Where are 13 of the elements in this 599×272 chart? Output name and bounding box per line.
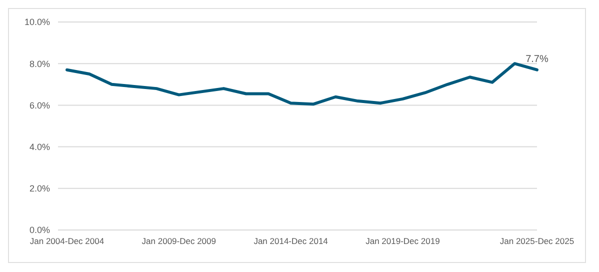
x-tick-label: Jan 2025-Dec 2025 (500, 236, 574, 246)
y-tick-label: 6.0% (29, 100, 50, 110)
y-tick-label: 0.0% (29, 225, 50, 236)
y-tick-label: 8.0% (29, 58, 50, 69)
line-series (66, 62, 538, 106)
y-tick-label: 4.0% (29, 142, 50, 152)
x-tick-label: Jan 2009-Dec 2009 (142, 236, 216, 246)
x-tick-label: Jan 2019-Dec 2019 (366, 236, 440, 246)
x-tick-label: Jan 2004-Dec 2004 (30, 236, 104, 246)
x-tick-label: Jan 2014-Dec 2014 (254, 236, 328, 246)
data-label: 7.7% (526, 54, 549, 65)
y-tick-label: 2.0% (29, 184, 50, 194)
y-tick-label: 10.0% (24, 17, 50, 28)
